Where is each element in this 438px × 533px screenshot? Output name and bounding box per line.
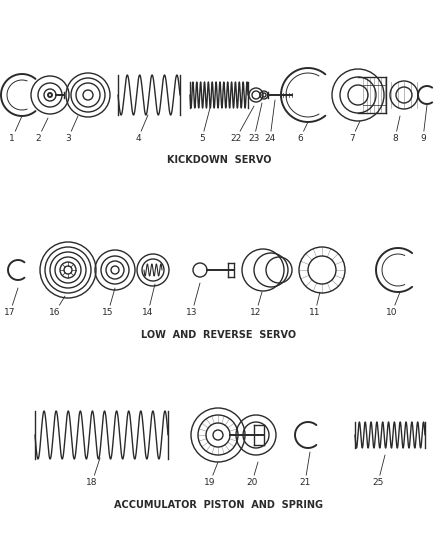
Text: 10: 10 [386,292,400,317]
Text: 17: 17 [4,288,18,317]
Text: 22: 22 [230,106,254,143]
Text: 2: 2 [35,118,48,143]
Text: 5: 5 [199,108,210,143]
Text: 14: 14 [142,284,155,317]
Text: KICKDOWN  SERVO: KICKDOWN SERVO [167,155,271,165]
Text: 9: 9 [420,105,427,143]
Text: 11: 11 [309,292,321,317]
Text: ACCUMULATOR  PISTON  AND  SPRING: ACCUMULATOR PISTON AND SPRING [114,500,324,510]
Text: 24: 24 [265,100,276,143]
Text: 16: 16 [49,296,65,317]
Text: 19: 19 [204,462,218,487]
Text: 1: 1 [9,116,22,143]
Text: 8: 8 [392,116,400,143]
Text: 15: 15 [102,288,115,317]
Text: 4: 4 [135,115,148,143]
Text: 12: 12 [250,292,262,317]
Text: 25: 25 [372,455,385,487]
Text: 3: 3 [65,116,78,143]
Text: LOW  AND  REVERSE  SERVO: LOW AND REVERSE SERVO [141,330,297,340]
Text: 23: 23 [248,103,262,143]
Text: 7: 7 [349,121,360,143]
Text: 13: 13 [186,283,200,317]
Text: 18: 18 [86,458,100,487]
Text: 21: 21 [299,452,311,487]
Text: 6: 6 [297,122,308,143]
Text: 20: 20 [246,462,258,487]
